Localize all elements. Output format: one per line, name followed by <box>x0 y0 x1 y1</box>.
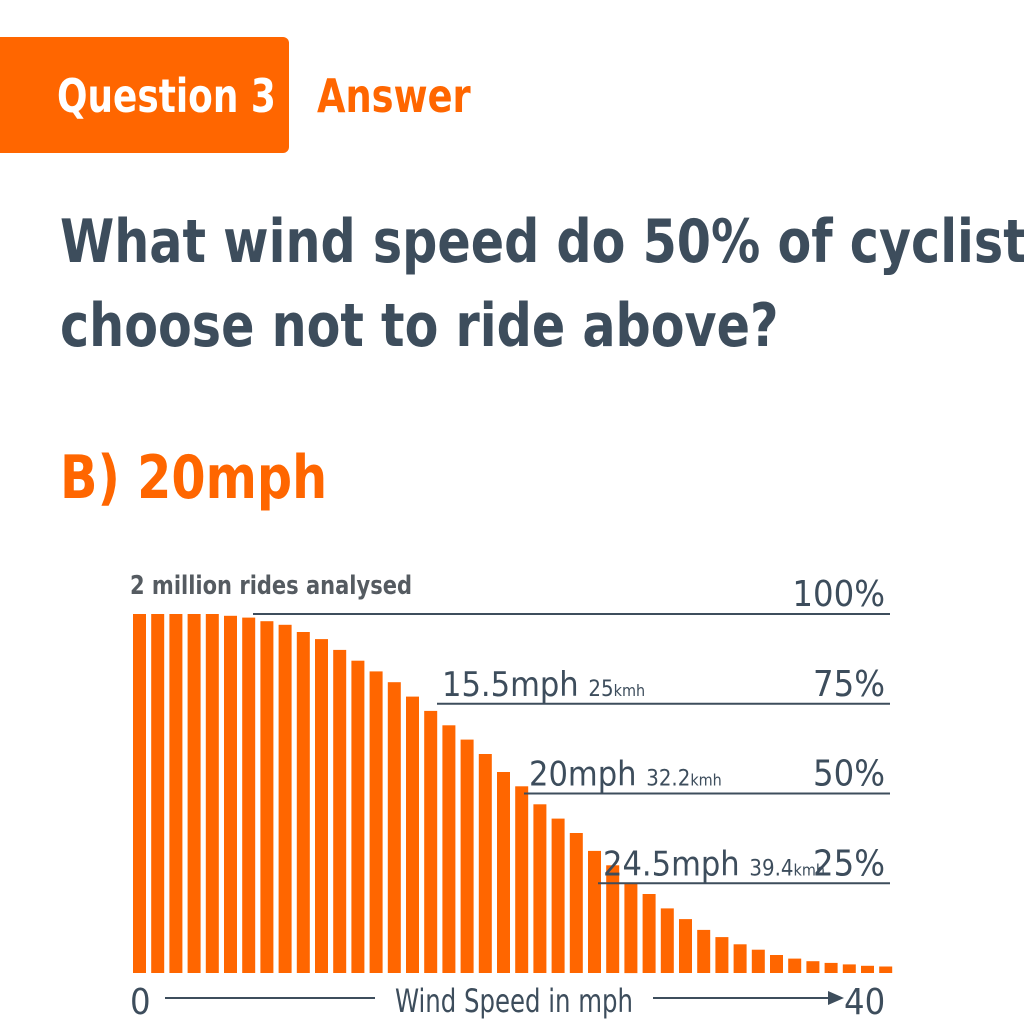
speed-label: 24.5mph 39.4kmh <box>603 844 825 884</box>
question-text-line-2: choose not to ride above? <box>60 291 779 361</box>
bar <box>351 660 365 973</box>
mph-value: 20mph <box>529 755 646 795</box>
bar <box>788 958 802 973</box>
bar <box>770 955 783 973</box>
bar <box>624 883 638 974</box>
question-text-line-1: What wind speed do 50% of cyclists <box>60 207 1024 277</box>
bar <box>478 754 492 973</box>
percent-label: 25% <box>813 843 885 884</box>
bar <box>642 894 656 973</box>
bar <box>515 786 529 973</box>
kmh-unit: kmh <box>614 681 645 700</box>
bar <box>333 649 347 973</box>
kmh-unit: kmh <box>690 771 721 790</box>
bar <box>151 614 165 973</box>
percent-label: 75% <box>813 664 885 705</box>
bar <box>569 833 583 973</box>
bar <box>660 908 674 973</box>
speed-label: 15.5mph 25kmh <box>442 665 645 705</box>
bar <box>424 710 438 973</box>
bar <box>751 949 765 973</box>
question-number-label: Question 3 <box>57 69 276 123</box>
answer-heading: Answer <box>317 69 471 123</box>
bar <box>460 739 474 973</box>
bar <box>315 639 328 973</box>
x-axis-start-label: 0 <box>130 982 151 1023</box>
question-number-box <box>0 37 289 153</box>
bar <box>715 937 729 973</box>
bar <box>296 632 310 973</box>
x-axis-label: Wind Speed in mph <box>395 982 633 1020</box>
kmh-value: 39.4 <box>749 856 793 881</box>
bar <box>224 615 237 973</box>
mph-value: 24.5mph <box>603 844 749 884</box>
kmh-value: 25 <box>588 677 613 702</box>
bar <box>260 621 274 973</box>
bar <box>242 617 256 973</box>
bar <box>369 671 383 973</box>
bar <box>442 725 456 973</box>
bar <box>187 614 201 973</box>
bar <box>733 944 747 973</box>
speed-label: 20mph 32.2kmh <box>529 755 722 795</box>
kmh-unit: kmh <box>793 860 824 879</box>
x-axis-arrow-icon <box>828 991 844 1005</box>
bar <box>533 804 547 973</box>
answer-value: B) 20mph <box>60 443 328 513</box>
kmh-value: 32.2 <box>646 767 690 792</box>
bar <box>824 962 838 973</box>
percent-label: 100% <box>792 574 885 615</box>
bar <box>842 964 856 973</box>
bar <box>588 850 601 973</box>
bar <box>133 614 146 973</box>
chart-title: 2 million rides analysed <box>130 571 412 601</box>
bar <box>697 929 711 973</box>
mph-value: 15.5mph <box>442 665 588 705</box>
x-axis-end-label: 40 <box>844 982 885 1023</box>
bar <box>387 682 401 973</box>
bar <box>497 772 510 973</box>
bar <box>679 919 692 973</box>
bar <box>861 965 874 973</box>
bar <box>806 961 820 973</box>
bar <box>205 614 219 973</box>
bar <box>278 624 292 973</box>
bar <box>169 614 183 973</box>
bar-series <box>133 614 893 974</box>
bar <box>551 818 565 973</box>
percent-label: 50% <box>813 754 885 795</box>
bar <box>606 865 620 973</box>
bar <box>406 696 419 973</box>
bar <box>879 966 893 973</box>
